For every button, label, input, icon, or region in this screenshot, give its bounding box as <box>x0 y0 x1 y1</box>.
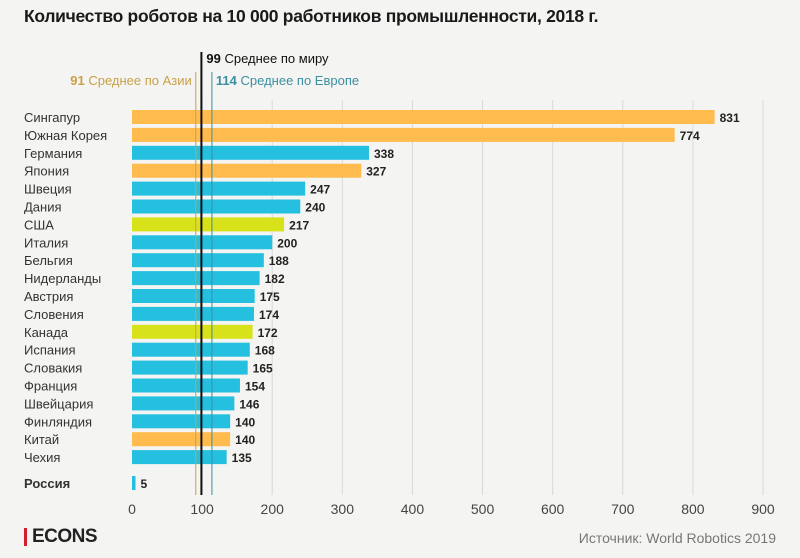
bar <box>132 378 240 393</box>
category-label: Словения <box>24 307 84 322</box>
category-label: Южная Корея <box>24 128 107 143</box>
bar <box>132 289 255 303</box>
tick-label: 200 <box>261 501 285 517</box>
value-label: 140 <box>235 433 255 447</box>
europe-average-label: 114 Среднее по Европе <box>216 73 359 88</box>
category-label: США <box>24 217 54 232</box>
bar <box>132 145 369 160</box>
bar <box>132 324 253 339</box>
category-label: Словакия <box>24 361 82 376</box>
bar <box>132 253 264 268</box>
bar <box>132 360 248 375</box>
bar <box>132 181 306 196</box>
category-label: Германия <box>24 146 82 161</box>
tick-label: 500 <box>471 501 495 517</box>
source-note: Источник: World Robotics 2019 <box>578 530 776 546</box>
tick-label: 300 <box>331 501 355 517</box>
category-label: Бельгия <box>24 253 73 268</box>
bar <box>132 432 231 447</box>
bar <box>132 476 136 490</box>
brand-logo: ECONS <box>24 526 98 548</box>
value-label: 172 <box>258 326 278 340</box>
bar <box>132 217 285 232</box>
world-average-label: 99 Среднее по миру <box>206 51 329 66</box>
bar <box>132 110 715 124</box>
value-label: 188 <box>269 254 289 268</box>
value-label: 165 <box>253 362 273 376</box>
category-label: Дания <box>24 200 62 215</box>
reference-lines: 99 Среднее по миру 91 Среднее по Азии 114 … <box>70 51 359 495</box>
category-label: Нидерланды <box>24 271 101 286</box>
category-label: Канада <box>24 325 69 340</box>
category-label: Италия <box>24 235 68 250</box>
value-label: 200 <box>277 236 297 250</box>
tick-label: 0 <box>128 501 136 517</box>
value-label: 831 <box>720 111 740 125</box>
tick-label: 700 <box>611 501 635 517</box>
category-label: Чехия <box>24 450 60 465</box>
bar <box>132 127 675 142</box>
category-label: Швейцария <box>24 396 93 411</box>
value-label: 135 <box>232 451 252 465</box>
category-label: Китай <box>24 432 59 447</box>
value-label: 146 <box>239 397 259 411</box>
category-label: Япония <box>24 164 69 179</box>
bar <box>132 450 227 465</box>
category-label: Финляндия <box>24 414 92 429</box>
bars: Сингапур 831 Южная Корея 774 Германия 338 Япон… <box>24 110 740 491</box>
bar <box>132 414 231 429</box>
value-label: 5 <box>141 477 148 491</box>
category-label: Австрия <box>24 289 73 304</box>
bar <box>132 396 235 411</box>
value-label: 140 <box>235 415 255 429</box>
value-label: 174 <box>259 308 279 322</box>
value-label: 175 <box>260 290 280 304</box>
tick-label: 100 <box>190 501 214 517</box>
category-label: Россия <box>24 476 70 491</box>
category-label: Испания <box>24 343 76 358</box>
chart-title: Количество роботов на 10 000 работников … <box>24 6 599 26</box>
value-label: 154 <box>245 380 265 394</box>
value-label: 217 <box>289 218 309 232</box>
bar <box>132 306 254 321</box>
value-label: 240 <box>305 201 325 215</box>
value-label: 338 <box>374 147 394 161</box>
bar <box>132 199 301 214</box>
brand-name: ECONS <box>32 526 98 547</box>
tick-label: 900 <box>751 501 775 517</box>
category-label: Франция <box>24 379 77 394</box>
asia-average-label: 91 Среднее по Азии <box>70 73 192 88</box>
x-axis-ticks: 0 100 200 300 400 500 600 700 800 900 <box>128 501 775 517</box>
brand-mark-icon <box>24 528 27 546</box>
category-label: Сингапур <box>24 110 80 125</box>
value-label: 182 <box>265 272 285 286</box>
category-label: Швеция <box>24 182 72 197</box>
bar <box>132 342 250 357</box>
tick-label: 600 <box>541 501 565 517</box>
value-label: 168 <box>255 344 275 358</box>
tick-label: 800 <box>681 501 705 517</box>
tick-label: 400 <box>401 501 425 517</box>
value-label: 774 <box>680 129 700 143</box>
value-label: 247 <box>310 183 330 197</box>
bar <box>132 163 362 178</box>
value-label: 327 <box>366 165 386 179</box>
